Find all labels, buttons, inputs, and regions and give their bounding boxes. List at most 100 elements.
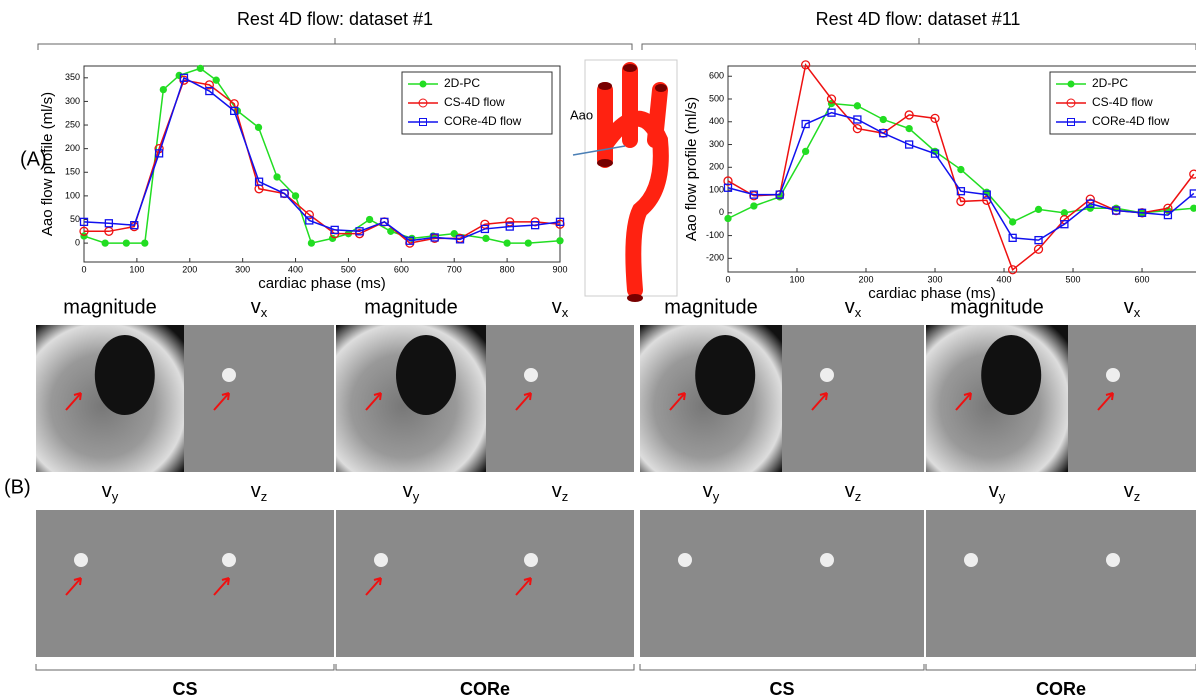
marker <box>749 190 759 199</box>
marker <box>291 192 300 200</box>
arrow <box>65 392 82 411</box>
arrow <box>669 392 686 411</box>
x-tick-label: 400 <box>997 274 1012 284</box>
marker <box>1033 244 1044 254</box>
legend-label: CORe-4D flow <box>1092 114 1170 128</box>
marker <box>1060 220 1069 229</box>
marker <box>212 76 220 84</box>
marker <box>330 225 339 235</box>
image <box>336 510 486 657</box>
bracket <box>37 38 633 50</box>
marker <box>101 239 109 247</box>
marker <box>230 106 239 116</box>
image <box>782 325 924 472</box>
arrow <box>515 392 532 411</box>
marker <box>480 224 490 234</box>
y-tick-label: 250 <box>65 119 80 129</box>
marker <box>328 234 337 243</box>
diagram-label: Aao <box>570 107 593 122</box>
image-detail <box>964 553 978 567</box>
arrow <box>1097 392 1114 411</box>
marker <box>904 140 914 149</box>
marker <box>450 230 458 238</box>
image-label: vx <box>845 296 862 320</box>
aorta-diagram <box>572 59 678 302</box>
legend-marker <box>419 118 427 126</box>
x-axis-label: cardiac phase (ms) <box>868 285 996 302</box>
image-label: magnitude <box>63 296 156 318</box>
label-base: v <box>251 296 261 318</box>
marker <box>956 196 966 207</box>
y-tick-label: 150 <box>65 167 80 177</box>
marker <box>982 190 991 199</box>
label-subscript: z <box>855 489 862 504</box>
x-tick-label: 500 <box>341 264 356 274</box>
image-detail <box>94 335 155 415</box>
marker <box>879 115 887 124</box>
image-label: magnitude <box>950 296 1043 318</box>
marker <box>455 235 465 244</box>
marker <box>430 233 439 242</box>
marker <box>1163 203 1173 213</box>
marker <box>205 86 214 96</box>
bracket <box>639 664 925 671</box>
image-detail <box>678 553 692 567</box>
group-label: CORe <box>1036 679 1086 699</box>
y-tick-label: -100 <box>706 230 724 240</box>
marker <box>307 239 316 247</box>
marker <box>154 149 164 158</box>
image-detail <box>981 335 1042 415</box>
label-subscript: z <box>562 489 569 504</box>
x-tick-label: 400 <box>288 264 303 274</box>
y-tick-label: 200 <box>709 162 724 172</box>
label-base: v <box>552 480 562 502</box>
panel-label: (A) <box>20 148 47 170</box>
x-tick-label: 300 <box>928 274 943 284</box>
image-detail <box>222 368 236 382</box>
x-tick-label: 600 <box>1135 274 1150 284</box>
x-tick-label: 800 <box>500 264 515 274</box>
image-detail <box>222 553 236 567</box>
legend-label: CORe-4D flow <box>444 114 522 128</box>
image <box>184 325 334 472</box>
image-detail <box>695 335 756 415</box>
label-subscript: y <box>413 489 420 504</box>
bracket <box>35 664 335 671</box>
label-subscript: x <box>1134 305 1141 320</box>
image <box>640 510 782 657</box>
marker <box>800 60 811 70</box>
marker <box>723 183 733 192</box>
legend-label: CS-4D flow <box>1092 95 1153 109</box>
marker <box>304 210 314 220</box>
marker <box>505 222 514 231</box>
marker <box>724 214 732 223</box>
legend-marker <box>1067 80 1075 88</box>
marker <box>305 216 314 225</box>
label-subscript: z <box>1134 489 1141 504</box>
marker <box>179 73 189 82</box>
image-label: vy <box>102 480 119 504</box>
legend-label: CS-4D flow <box>444 95 505 109</box>
image-grid: magnitudevyvxvzmagnitudevyvxvzmagnitudev… <box>35 296 1196 699</box>
label-base: v <box>403 480 413 502</box>
marker <box>79 226 89 236</box>
y-tick-label: -200 <box>706 253 724 263</box>
x-tick-label: 200 <box>858 274 873 284</box>
marker <box>355 227 364 236</box>
bracket <box>925 664 1196 671</box>
marker <box>853 102 862 110</box>
marker <box>1008 218 1017 226</box>
image-label: vz <box>845 480 862 504</box>
x-tick-label: 300 <box>235 264 250 274</box>
y-tick-label: 0 <box>719 207 724 217</box>
label-base: v <box>845 480 855 502</box>
legend-marker <box>419 80 427 88</box>
image-label: magnitude <box>364 296 457 318</box>
y-tick-label: 50 <box>70 214 80 224</box>
x-tick-label: 700 <box>447 264 462 274</box>
marker <box>204 80 214 90</box>
image-label: vz <box>251 480 268 504</box>
x-tick-label: 0 <box>725 274 730 284</box>
x-tick-label: 100 <box>129 264 144 274</box>
image-label: vy <box>403 480 420 504</box>
